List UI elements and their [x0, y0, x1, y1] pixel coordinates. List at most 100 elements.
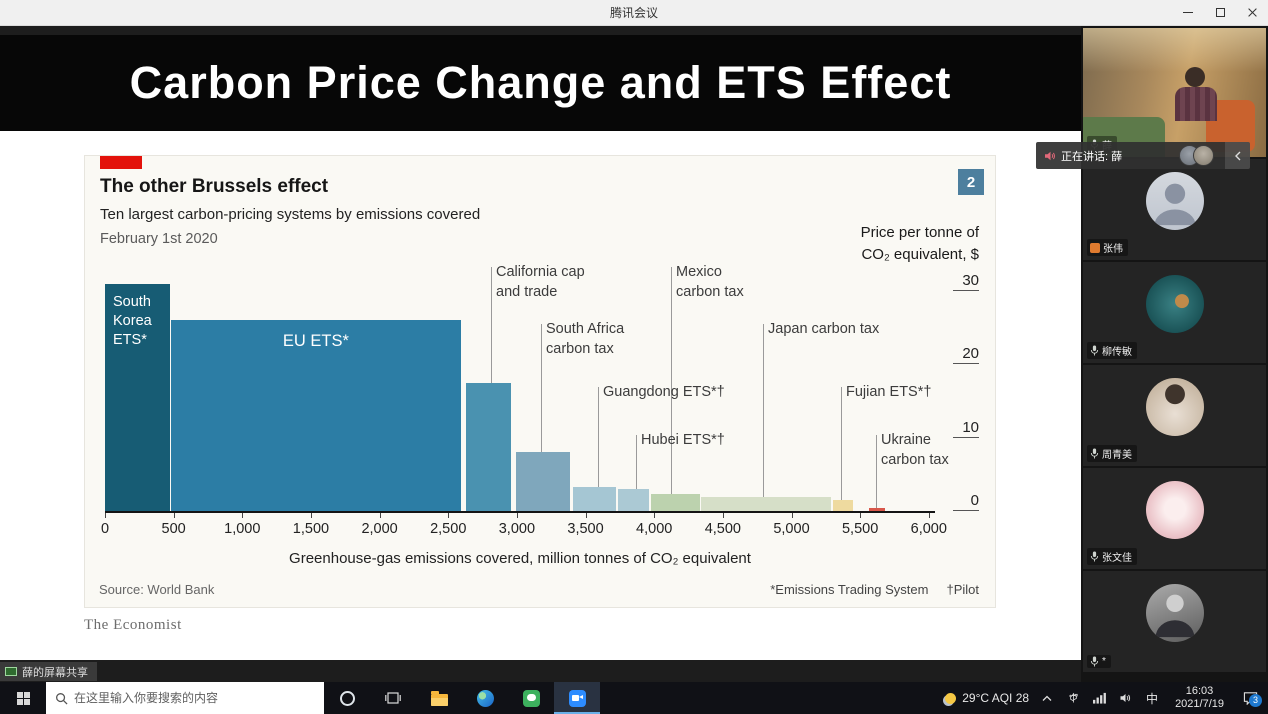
speaker-icon [1045, 151, 1055, 160]
footnote-ets: *Emissions Trading System [770, 582, 929, 597]
x-tick-label: 5,500 [841, 521, 879, 537]
mic-icon [1090, 551, 1099, 562]
y-tick-label: 30 [953, 272, 979, 292]
minimize-button[interactable] [1172, 0, 1204, 25]
taskbar-clock[interactable]: 16:03 2021/7/19 [1171, 685, 1228, 711]
task-view-button[interactable] [370, 682, 416, 714]
x-tick-label: 500 [161, 521, 186, 537]
x-tick-label: 1,000 [224, 521, 261, 537]
close-button[interactable] [1236, 0, 1268, 25]
close-icon [1247, 7, 1258, 18]
participant-tile[interactable]: 张文佳 [1083, 468, 1266, 569]
x-tick-label: 6,000 [910, 521, 947, 537]
chart-date: February 1st 2020 [100, 231, 218, 247]
wechat-icon [522, 689, 540, 707]
start-button[interactable] [0, 682, 46, 714]
participant-sidebar: 薛 张伟 柳传敏 [1081, 26, 1268, 682]
presentation-slide: Carbon Price Change and ETS Effect 2 The… [0, 35, 1081, 660]
participant-tile[interactable]: 柳传敏 [1083, 262, 1266, 363]
participant-tile-video[interactable]: 薛 [1083, 28, 1266, 157]
search-input[interactable] [74, 691, 315, 705]
annotation-line [671, 267, 672, 495]
x-tick-mark [722, 513, 724, 518]
wechat-button[interactable] [508, 682, 554, 714]
x-tick-label: 0 [100, 521, 110, 537]
participant-tile[interactable]: 张伟 [1083, 159, 1266, 260]
participant-name: 周青美 [1102, 450, 1132, 461]
bar-mexico-carbon-tax [650, 494, 700, 511]
screen-share-area: Carbon Price Change and ETS Effect 2 The… [0, 26, 1081, 682]
edge-browser-button[interactable] [462, 682, 508, 714]
chevron-left-icon [1234, 151, 1240, 160]
folder-icon [430, 690, 448, 706]
avatar [1145, 584, 1204, 643]
x-axis-line [105, 511, 935, 513]
participant-name: 张伟 [1103, 244, 1123, 255]
x-tick-mark [928, 513, 930, 518]
participant-name-chip: * [1087, 655, 1111, 668]
x-tick-label: 3,500 [567, 521, 604, 537]
participant-name-chip: 张伟 [1087, 239, 1128, 256]
window-controls [1172, 0, 1268, 25]
audio-status-icon [1090, 242, 1100, 253]
x-tick-label: 1,500 [292, 521, 330, 537]
x-tick-mark [448, 513, 450, 518]
x-tick-mark [791, 513, 793, 518]
ime-indicator[interactable]: 中 [1146, 691, 1159, 706]
mic-icon [1090, 656, 1099, 667]
cortana-button[interactable] [324, 682, 370, 714]
bar-hubei-ets- [617, 489, 650, 511]
participant-tile[interactable]: * [1083, 571, 1266, 672]
bar-south-africa-carbon-tax [515, 452, 571, 511]
participant-tile[interactable]: 周青美 [1083, 365, 1266, 466]
bar-ukraine-carbon-tax [869, 508, 886, 511]
x-tick-label: 4,000 [636, 521, 673, 537]
x-tick-label: 2,000 [361, 521, 398, 537]
x-tick-mark [379, 513, 381, 518]
clock-date: 2021/7/19 [1175, 698, 1224, 710]
volume-tray-button[interactable] [1117, 688, 1133, 708]
x-tick-label: 4,500 [704, 521, 741, 537]
action-center-button[interactable]: 3 [1238, 691, 1262, 707]
avatar [1145, 378, 1204, 437]
taskbar-search[interactable] [46, 682, 324, 714]
annotation-line [841, 387, 842, 500]
mic-icon [1090, 448, 1099, 459]
person-silhouette-icon [1155, 595, 1194, 638]
video-person-torso [1174, 87, 1217, 122]
annotation-line [763, 324, 764, 498]
x-tick-mark [310, 513, 312, 518]
task-view-icon [385, 692, 401, 704]
meeting-body: Carbon Price Change and ETS Effect 2 The… [0, 26, 1268, 682]
annotation-line [541, 324, 542, 453]
maximize-button[interactable] [1204, 0, 1236, 25]
speaking-label: 正在讲话: 薛 [1061, 150, 1123, 163]
weather-widget[interactable]: 29°C AQI 28 [945, 691, 1029, 705]
bar-japan-carbon-tax [700, 497, 831, 511]
network-signal-icon [1092, 692, 1106, 704]
person-silhouette-icon [1153, 184, 1196, 226]
notification-count-badge: 3 [1249, 694, 1262, 707]
hidden-icons-button[interactable] [1039, 688, 1055, 708]
chart-page-badge: 2 [958, 169, 984, 195]
speaker-icon [1120, 694, 1130, 702]
annotation-line [598, 387, 599, 487]
network-tray-button[interactable] [1091, 688, 1107, 708]
chart-title: The other Brussels effect [100, 176, 329, 197]
x-tick-mark [654, 513, 656, 518]
usb-tray-button[interactable] [1065, 688, 1081, 708]
annotation-label: California cap and trade [496, 264, 585, 300]
tencent-meeting-button[interactable] [554, 682, 600, 714]
bar-fujian-ets- [832, 500, 853, 511]
weather-text: 29°C AQI 28 [962, 691, 1030, 705]
mic-icon [1090, 345, 1099, 356]
bar-eu-ets- [170, 320, 461, 511]
chart-plot: South Korea ETS* EU ETS* 30 20 10 0 0 500 1,000 1,5… [85, 156, 995, 607]
screen-share-label-chip[interactable]: 薛的屏幕共享 [0, 662, 97, 681]
annotation-label: Ukraine carbon tax [881, 432, 949, 468]
file-explorer-button[interactable] [416, 682, 462, 714]
collapse-banner-button[interactable] [1225, 142, 1250, 169]
participant-name-chip: 周青美 [1087, 445, 1137, 462]
y-axis-title-line2: CO₂ equivalent, $ [861, 246, 979, 263]
